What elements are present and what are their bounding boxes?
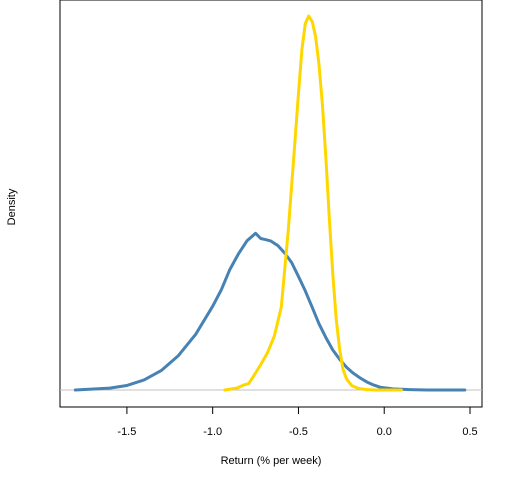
series-layer (73, 14, 467, 392)
x-tick-label: 0.0 (377, 426, 392, 438)
x-axis-label: Return (% per week) (221, 455, 322, 467)
x-tick-label: 0.5 (462, 426, 477, 438)
x-axis-ticks: -1.5 -1.0 -0.5 0.0 0.5 (117, 407, 478, 438)
density-line-2 (223, 14, 403, 392)
x-tick-label: -1.0 (203, 426, 222, 438)
x-tick-label: -0.5 (289, 426, 308, 438)
density-line-1 (73, 231, 467, 392)
x-tick-label: -1.5 (117, 426, 136, 438)
plot-frame (59, 0, 483, 408)
y-axis-label: Density (6, 188, 18, 225)
